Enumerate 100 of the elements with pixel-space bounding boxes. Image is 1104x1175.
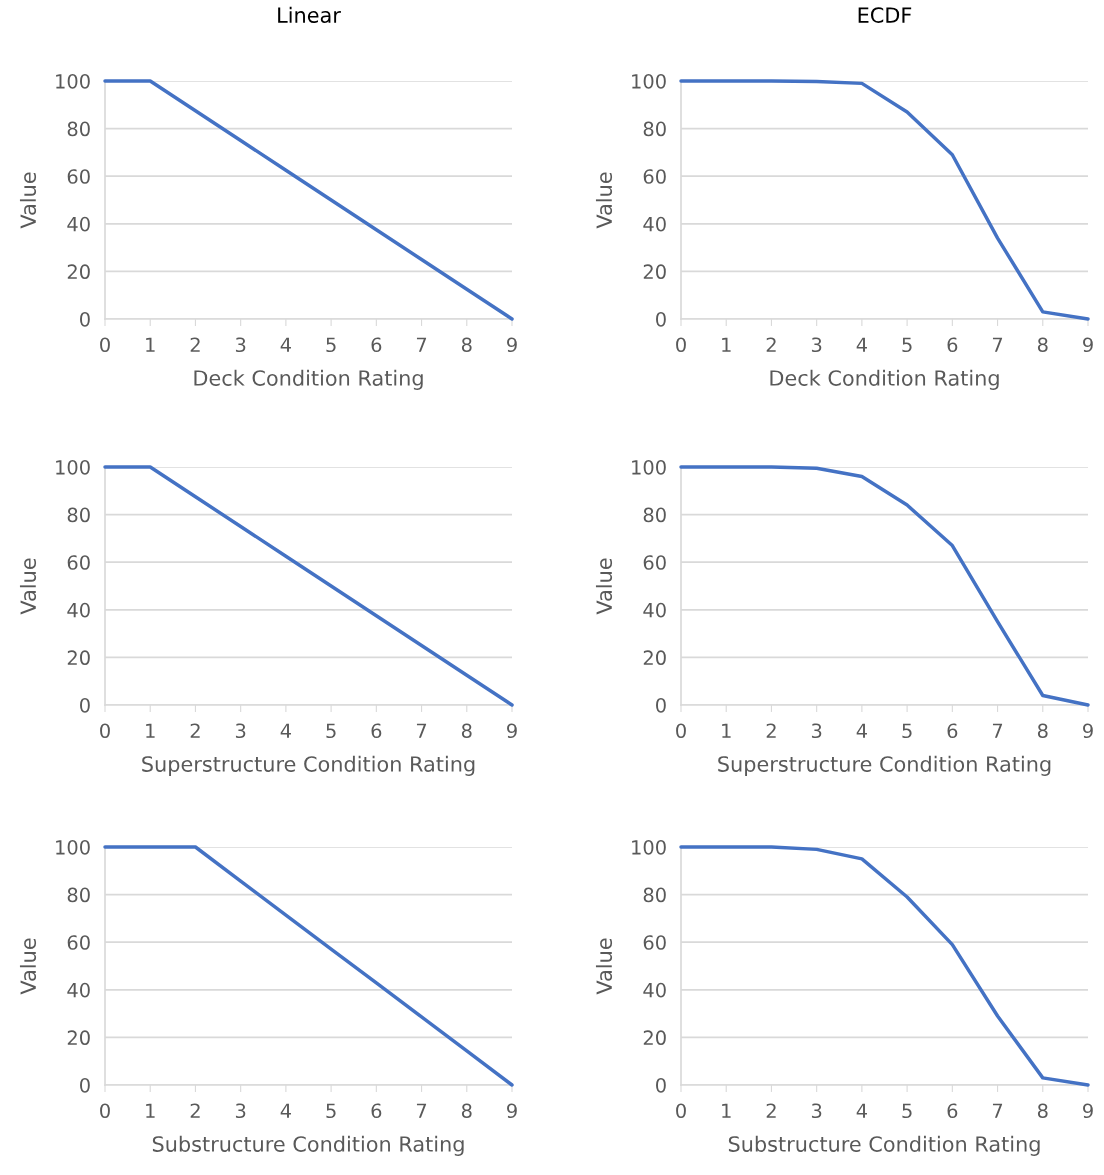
- y-tick-label: 60: [67, 555, 90, 570]
- x-tick-label: 5: [902, 337, 912, 353]
- x-axis-title: Superstructure Condition Rating: [718, 755, 1051, 776]
- x-tick-label: 6: [947, 337, 958, 353]
- y-tick-label: 100: [632, 459, 666, 475]
- x-tick-label: 8: [461, 723, 472, 739]
- x-tick-label: 8: [461, 1103, 472, 1119]
- y-tick-label: 20: [67, 264, 90, 280]
- x-tick-label: 6: [371, 723, 382, 739]
- y-tick-label: 0: [656, 1077, 666, 1093]
- x-tick-label: 1: [146, 1103, 155, 1118]
- x-axis-title: Substructure Condition Rating: [152, 1135, 464, 1156]
- x-tick-label: 1: [722, 1103, 731, 1118]
- y-tick-label: 80: [643, 887, 666, 903]
- x-tick-label: 3: [235, 1103, 246, 1119]
- x-tick-label: 2: [190, 723, 200, 738]
- x-tick-label: 9: [507, 723, 517, 739]
- y-tick-label: 80: [67, 121, 90, 137]
- chart-title: Linear: [278, 6, 341, 23]
- x-tick-label: 9: [1083, 1103, 1093, 1119]
- x-tick-label: 0: [676, 337, 686, 353]
- y-axis-title: Value: [595, 172, 613, 229]
- x-tick-label: 2: [766, 337, 776, 352]
- y-tick-label: 0: [656, 311, 666, 327]
- x-axis-title: Superstructure Condition Rating: [142, 755, 475, 776]
- x-tick-label: 4: [280, 337, 291, 352]
- x-tick-label: 1: [146, 723, 155, 738]
- x-tick-label: 0: [100, 337, 110, 353]
- x-tick-label: 1: [722, 337, 731, 352]
- x-axis-title: Deck Condition Rating: [194, 369, 423, 390]
- y-tick-label: 100: [632, 73, 666, 89]
- x-tick-label: 6: [947, 1103, 958, 1119]
- x-tick-label: 6: [371, 337, 382, 353]
- chart-title: ECDF: [858, 7, 912, 23]
- x-tick-label: 4: [856, 1103, 867, 1118]
- x-tick-label: 5: [902, 723, 912, 739]
- x-axis-title: Substructure Condition Rating: [728, 1135, 1040, 1156]
- x-tick-label: 7: [992, 1103, 1003, 1118]
- y-tick-label: 100: [56, 73, 90, 89]
- x-tick-label: 8: [1037, 1103, 1048, 1119]
- y-axis-title: Value: [595, 938, 613, 995]
- y-tick-label: 80: [67, 887, 90, 903]
- x-axis-title: Deck Condition Rating: [770, 369, 999, 390]
- y-axis-title: Value: [19, 938, 37, 995]
- y-tick-label: 40: [67, 602, 90, 618]
- y-tick-label: 60: [67, 935, 90, 950]
- x-tick-label: 2: [766, 723, 776, 738]
- y-tick-label: 80: [643, 121, 666, 137]
- y-tick-label: 20: [643, 650, 666, 666]
- x-tick-label: 3: [811, 1103, 822, 1119]
- y-tick-label: 0: [656, 697, 666, 713]
- x-tick-label: 4: [856, 723, 867, 738]
- y-tick-label: 100: [56, 839, 90, 855]
- x-tick-label: 7: [992, 337, 1003, 352]
- x-tick-label: 5: [326, 723, 336, 739]
- x-tick-label: 5: [326, 1103, 336, 1119]
- y-tick-label: 0: [80, 1077, 90, 1093]
- y-tick-label: 20: [67, 1030, 90, 1046]
- x-tick-label: 4: [280, 723, 291, 738]
- y-tick-label: 40: [643, 216, 666, 232]
- x-tick-label: 1: [722, 723, 731, 738]
- y-tick-label: 20: [67, 650, 90, 666]
- x-tick-label: 0: [100, 1103, 110, 1119]
- x-tick-label: 6: [371, 1103, 382, 1119]
- x-tick-label: 3: [811, 337, 822, 353]
- y-tick-label: 80: [67, 507, 90, 523]
- y-tick-label: 60: [643, 169, 666, 184]
- y-axis-title: Value: [595, 558, 613, 615]
- x-tick-label: 5: [902, 1103, 912, 1119]
- x-tick-label: 2: [766, 1103, 776, 1118]
- x-tick-label: 7: [416, 1103, 427, 1118]
- x-tick-label: 4: [280, 1103, 291, 1118]
- x-tick-label: 2: [190, 1103, 200, 1118]
- y-tick-label: 60: [643, 555, 666, 570]
- y-tick-label: 40: [67, 982, 90, 998]
- x-tick-label: 7: [416, 337, 427, 352]
- y-tick-label: 20: [643, 1030, 666, 1046]
- x-tick-label: 2: [190, 337, 200, 352]
- x-tick-label: 8: [1037, 723, 1048, 739]
- x-tick-label: 9: [507, 337, 517, 353]
- x-tick-label: 3: [811, 723, 822, 739]
- x-tick-label: 1: [146, 337, 155, 352]
- x-tick-label: 7: [992, 723, 1003, 738]
- x-tick-label: 9: [1083, 337, 1093, 353]
- y-tick-label: 20: [643, 264, 666, 280]
- y-tick-label: 60: [67, 169, 90, 184]
- y-tick-label: 80: [643, 507, 666, 523]
- y-axis-title: Value: [19, 172, 37, 229]
- x-tick-label: 5: [326, 337, 336, 353]
- x-tick-label: 9: [507, 1103, 517, 1119]
- x-tick-label: 0: [676, 1103, 686, 1119]
- y-tick-label: 40: [67, 216, 90, 232]
- x-tick-label: 0: [676, 723, 686, 739]
- x-tick-label: 3: [235, 723, 246, 739]
- y-tick-label: 60: [643, 935, 666, 950]
- x-tick-label: 6: [947, 723, 958, 739]
- x-tick-label: 8: [1037, 337, 1048, 353]
- x-tick-label: 4: [856, 337, 867, 352]
- x-tick-label: 0: [100, 723, 110, 739]
- y-tick-label: 100: [632, 839, 666, 855]
